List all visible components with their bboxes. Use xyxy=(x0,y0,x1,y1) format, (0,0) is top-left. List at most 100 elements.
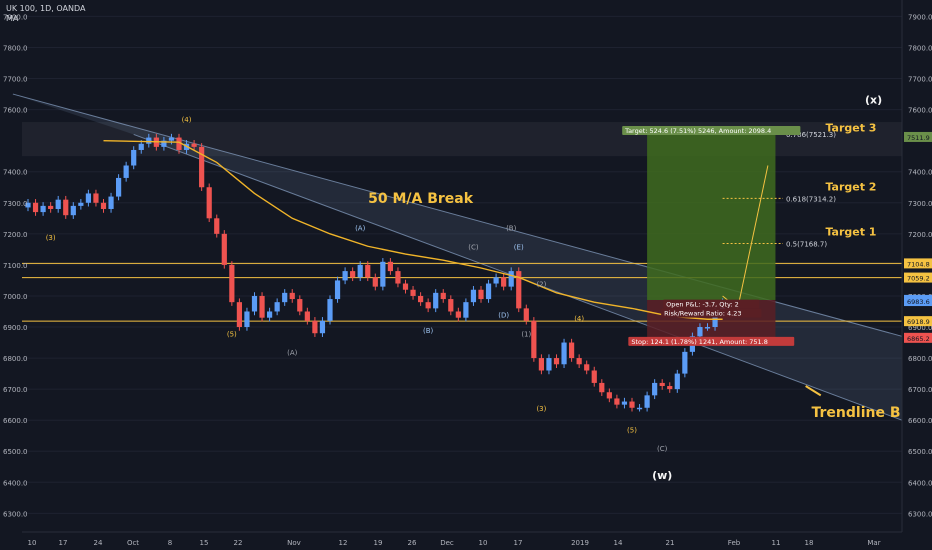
price-tick-label: 7700.0 xyxy=(908,76,932,84)
annotation-text: Target 3 xyxy=(825,121,876,134)
candle xyxy=(289,292,295,300)
indicator-label[interactable]: MA xyxy=(6,14,19,23)
candle xyxy=(380,261,386,287)
wave-label: (B) xyxy=(423,327,434,335)
time-tick-label: 11 xyxy=(772,539,781,547)
candle xyxy=(485,283,492,300)
price-label-box xyxy=(904,258,932,269)
candle xyxy=(584,364,590,371)
price-tick-label-left: 6600.0 xyxy=(3,417,28,425)
target-zone xyxy=(647,134,776,300)
candle xyxy=(410,289,416,296)
candle xyxy=(191,143,197,147)
wave-label: (5) xyxy=(227,330,237,338)
price-label: 6865.2 xyxy=(907,335,930,343)
time-tick-label: 21 xyxy=(666,539,675,547)
wave-label: (E) xyxy=(514,243,524,251)
price-tick-label-left: 7600.0 xyxy=(3,107,28,115)
candle xyxy=(319,320,326,334)
candle xyxy=(659,382,665,387)
price-tick-label: 6900.0 xyxy=(908,324,932,332)
candle xyxy=(100,202,107,209)
price-tick-label: 7900.0 xyxy=(908,13,932,21)
candle xyxy=(327,299,333,321)
fib-label: 0.618(7314.2) xyxy=(786,195,836,203)
candle xyxy=(32,202,39,213)
price-tick-label-left: 6800.0 xyxy=(3,355,28,363)
candle xyxy=(553,358,560,365)
price-label-box xyxy=(904,332,932,343)
price-tick-label: 7800.0 xyxy=(908,44,932,52)
price-tick-label: 6800.0 xyxy=(908,355,932,363)
candle xyxy=(342,271,348,281)
time-tick-label: Oct xyxy=(127,539,139,547)
candle xyxy=(448,299,454,312)
candle xyxy=(138,143,144,150)
candle xyxy=(365,264,371,278)
candle xyxy=(372,277,378,287)
time-tick-label: 22 xyxy=(234,539,243,547)
price-tick-label-left: 6300.0 xyxy=(3,510,28,518)
candle xyxy=(523,308,529,321)
time-tick-label: 10 xyxy=(28,539,37,547)
candle xyxy=(591,370,597,383)
candle xyxy=(395,271,401,284)
price-tick-label-left: 7900.0 xyxy=(3,13,28,21)
position-label-box xyxy=(622,126,801,136)
time-tick-label: Nov xyxy=(287,539,301,547)
position-label: Open P&L: -3.7, Qty: 2 xyxy=(666,301,739,309)
candle xyxy=(576,358,582,365)
trendline-break-arrow xyxy=(805,385,822,397)
candle xyxy=(402,283,409,290)
time-tick-label: 24 xyxy=(94,539,103,547)
price-label-box xyxy=(904,272,932,283)
time-tick-label: 8 xyxy=(168,539,172,547)
wave-label: (x) xyxy=(865,93,882,106)
price-label: 7104.8 xyxy=(907,260,930,268)
candle xyxy=(267,311,273,318)
candle xyxy=(636,407,643,410)
candle xyxy=(667,386,673,390)
candle xyxy=(455,311,461,318)
price-tick-label: 6600.0 xyxy=(908,417,932,425)
position-label: Target: 524.6 (7.51%) 5246, Amount: 2098… xyxy=(624,127,771,135)
time-tick-label: 17 xyxy=(514,539,523,547)
candle xyxy=(470,289,477,303)
annotation-text: Target 1 xyxy=(825,225,876,238)
candle xyxy=(334,280,341,300)
wave-label: (B) xyxy=(506,225,517,233)
candle xyxy=(433,292,439,309)
wave-label: (3) xyxy=(536,405,546,413)
price-tick-label: 7400.0 xyxy=(908,169,932,177)
candle xyxy=(297,299,303,312)
price-tick-label-left: 7400.0 xyxy=(3,169,28,177)
wave-label: (A) xyxy=(355,225,366,233)
candle xyxy=(606,392,612,399)
candle xyxy=(85,193,91,203)
candle xyxy=(682,351,688,374)
time-tick-label: 15 xyxy=(200,539,209,547)
candle xyxy=(131,149,137,166)
candle xyxy=(168,137,175,141)
wave-label: (C) xyxy=(657,445,668,453)
candle xyxy=(440,292,446,300)
candle xyxy=(116,177,122,197)
price-label: 7511.9 xyxy=(907,134,930,142)
candle xyxy=(614,398,620,405)
candle xyxy=(206,187,212,219)
price-tick-label-left: 6400.0 xyxy=(3,479,28,487)
price-tick-label-left: 7700.0 xyxy=(3,76,28,84)
price-label-box xyxy=(904,316,932,327)
fib-label: 0.786(7521.3) xyxy=(786,131,836,139)
time-tick-label: Mar xyxy=(867,539,880,547)
wave-label: (4) xyxy=(574,315,584,323)
candle xyxy=(561,342,567,365)
time-tick-label: 12 xyxy=(339,539,348,547)
candle xyxy=(312,320,318,334)
price-tick-label: 6700.0 xyxy=(908,386,932,394)
candle xyxy=(304,311,310,321)
candle xyxy=(387,261,393,272)
price-tick-label-left: 7800.0 xyxy=(3,44,28,52)
price-tick-label-left: 6700.0 xyxy=(3,386,28,394)
